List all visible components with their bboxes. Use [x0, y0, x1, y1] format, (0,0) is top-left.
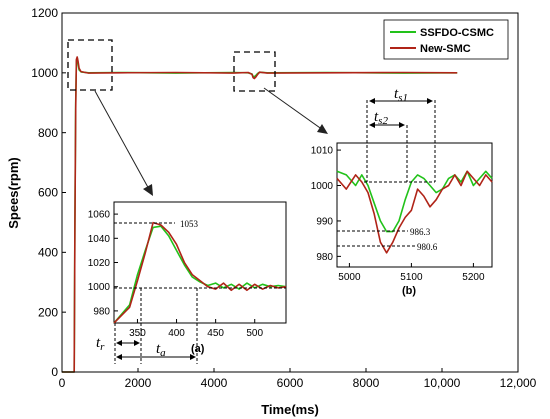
zoom-arrow-b-head [317, 124, 328, 134]
inset-a-x-tick-label: 350 [129, 328, 146, 339]
ts1-label: ts1 [394, 86, 408, 104]
inset-b-series-new-smc [336, 170, 493, 254]
inset-b-x-tick-label: 5000 [338, 272, 361, 283]
y-axis-label: Spees(rpm) [6, 157, 21, 229]
inset-b-label: (b) [402, 285, 416, 297]
zoom-arrow-a-head [143, 184, 153, 196]
inset-b-series-group [336, 170, 493, 254]
zoom-layer [67, 39, 328, 196]
zoom-box-a [67, 39, 113, 91]
inset-a-y-tick-label: 1000 [88, 282, 111, 293]
legend-label-ssfdo-csmc: SSFDO-CSMC [420, 27, 494, 39]
tr-label-main: t [96, 335, 101, 351]
inset-a-y-tick-label: 1060 [88, 210, 111, 221]
inset-b-x-tick-label: 5100 [400, 272, 423, 283]
ts2-label-sub: s2 [378, 115, 388, 127]
ta-label-sub: a [160, 347, 166, 359]
main-x-tick-label: 12,000 [500, 376, 537, 390]
inset-b-frame [336, 142, 493, 268]
tr-label-sub: r [100, 341, 105, 353]
zoom-arrow-a [94, 90, 151, 192]
inset-b-min-newsmc-label: 980.6 [417, 242, 438, 252]
ts1-label-sub: s1 [398, 92, 408, 104]
ts2-label: ts2 [374, 109, 388, 127]
legend-label-new-smc: New-SMC [420, 43, 471, 55]
legend-box [383, 19, 509, 60]
inset-b-x-tick-label: 5200 [462, 272, 485, 283]
inset-a-y-tick-label: 1020 [88, 258, 111, 269]
inset-a-label: (a) [191, 343, 205, 355]
main-x-tick-label: 8000 [353, 376, 380, 390]
ta-label-main: t [156, 341, 161, 357]
inset-b-ticks-group: 5000 5100 5200 980 990 1000 1010 [311, 146, 485, 283]
inset-a-x-tick-label: 450 [207, 328, 224, 339]
main-x-tick-label: 2000 [125, 376, 152, 390]
legend: SSFDO-CSMC New-SMC [383, 19, 509, 60]
x-axis-label: Time(ms) [261, 402, 319, 417]
zoom-arrow-b [263, 87, 324, 131]
inset-b-y-tick-label: 1010 [311, 146, 334, 157]
main-plot: 0 2000 4000 6000 8000 10,000 12,000 0 200 400 600 8… [6, 6, 537, 417]
inset-a-ticks-group: 350 400 450 500 980 1000 1020 1040 1060 [88, 210, 264, 339]
inset-a-y-tick-label: 1040 [88, 234, 111, 245]
main-series-group [62, 56, 458, 373]
inset-a-y-tick-label: 980 [93, 306, 110, 317]
main-y-tick-label: 200 [38, 305, 58, 319]
inset-b-y-tick-label: 980 [316, 252, 333, 263]
main-y-tick-label: 1200 [31, 6, 58, 20]
inset-b-y-tick-label: 1000 [311, 181, 334, 192]
main-y-tick-label: 600 [38, 186, 58, 200]
ts1-label-main: t [394, 86, 399, 102]
main-y-tick-label: 1000 [31, 66, 58, 80]
main-x-tick-label: 0 [59, 376, 66, 390]
main-series-new-smc [62, 56, 458, 373]
inset-a-x-tick-label: 500 [246, 328, 263, 339]
tr-label: tr [96, 335, 105, 353]
ta-label: ta [156, 341, 166, 359]
main-y-tick-label: 0 [51, 365, 58, 379]
main-x-tick-label: 4000 [201, 376, 228, 390]
main-y-tick-label: 800 [38, 126, 58, 140]
main-y-tick-label: 400 [38, 246, 58, 260]
zoom-box-b [233, 51, 276, 92]
inset-b-min-ssfdo-label: 986.3 [410, 227, 431, 237]
inset-a-series-new-smc [113, 221, 287, 324]
inset-b-y-tick-label: 990 [316, 216, 333, 227]
ts2-label-main: t [374, 109, 379, 125]
main-x-tick-label: 6000 [277, 376, 304, 390]
inset-a-frame [113, 201, 287, 324]
main-ticks-group: 0 2000 4000 6000 8000 10,000 12,000 0 200 400 600 8… [31, 6, 536, 390]
main-x-tick-label: 10,000 [424, 376, 461, 390]
inset-a-x-tick-label: 400 [168, 328, 185, 339]
inset-a-series-group [113, 221, 287, 324]
inset-a-peak-label: 1053 [180, 219, 199, 229]
